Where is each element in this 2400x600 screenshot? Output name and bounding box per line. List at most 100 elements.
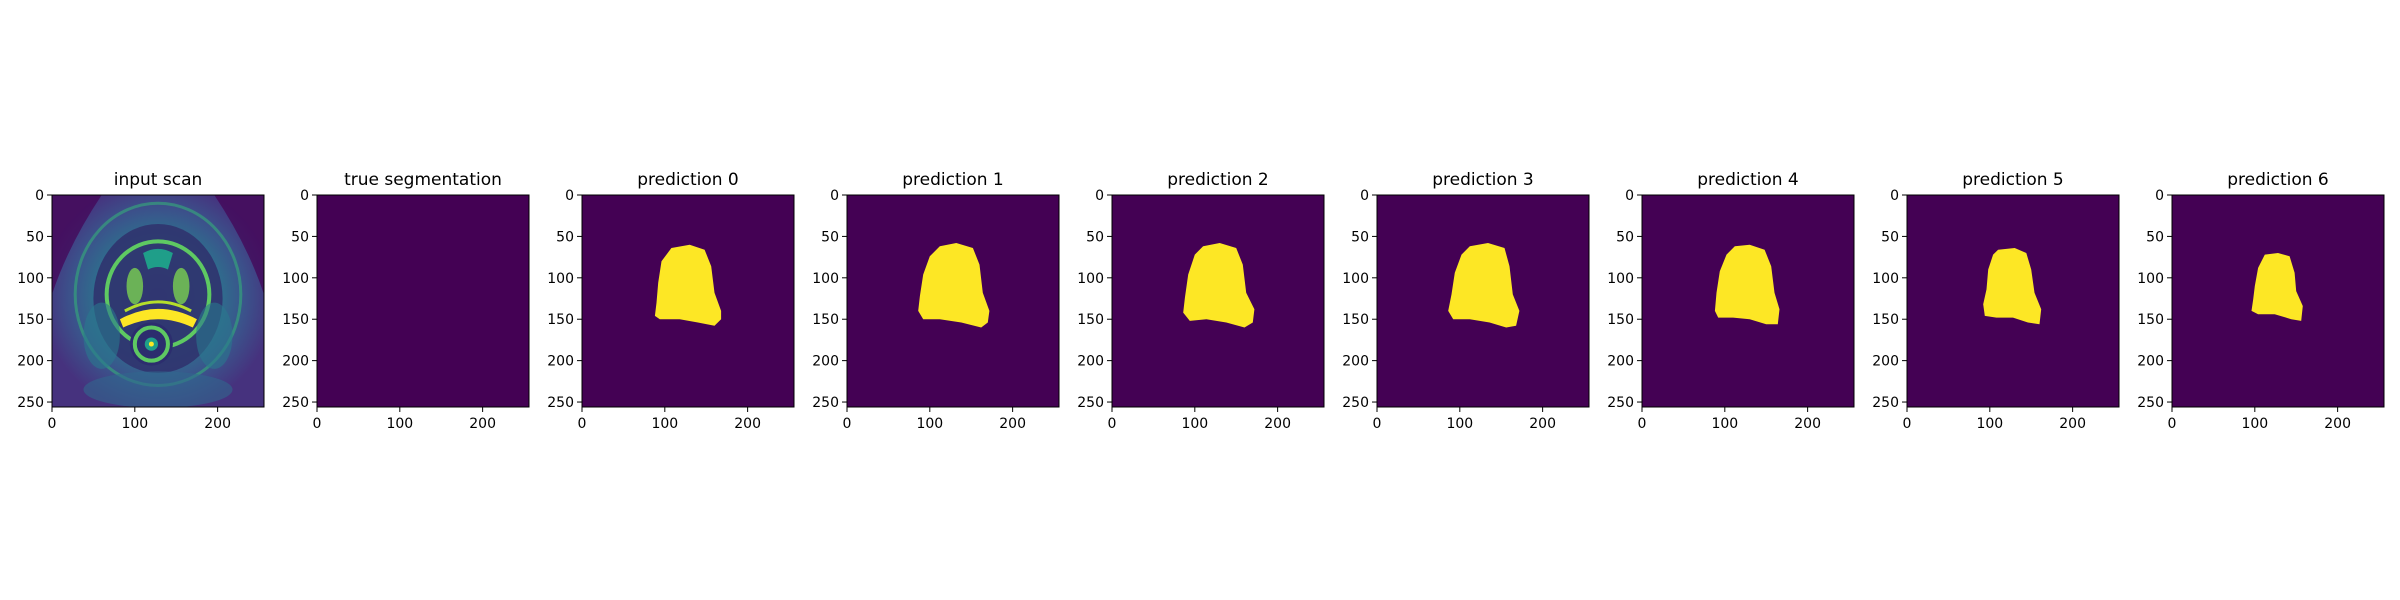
y-tick-label: 150: [17, 312, 44, 328]
x-tick-label: 200: [2324, 416, 2351, 432]
panel-0: input scan 0 100 200 0 50 100 150 200 250: [17, 170, 265, 432]
y-tick-label: 150: [812, 312, 839, 328]
y-tick-label: 250: [1342, 395, 1369, 411]
panel-3: prediction 1 0 100 200 0 50 100 150 200 250: [812, 170, 1060, 432]
y-tick-label: 250: [17, 395, 44, 411]
y-tick-label: 200: [1342, 354, 1369, 370]
y-tick-label: 50: [1086, 229, 1104, 245]
x-tick-label: 100: [1446, 416, 1473, 432]
y-tick-label: 0: [2155, 188, 2164, 204]
panel-4: prediction 2 0 100 200 0 50 100 150 200 250: [1077, 170, 1325, 432]
panel-title: input scan: [114, 170, 203, 190]
x-tick-label: 0: [1373, 416, 1382, 432]
y-tick-label: 100: [1607, 271, 1634, 287]
y-tick-label: 250: [1077, 395, 1104, 411]
x-tick-label: 100: [1976, 416, 2003, 432]
y-tick-label: 100: [2137, 271, 2164, 287]
y-tick-label: 200: [1872, 354, 1899, 370]
panel-7: prediction 5 0 100 200 0 50 100 150 200 250: [1872, 170, 2120, 432]
y-tick-label: 200: [17, 354, 44, 370]
mri-scan-image: [52, 195, 264, 407]
x-tick-label: 100: [121, 416, 148, 432]
y-tick-label: 0: [1890, 188, 1899, 204]
y-tick-label: 50: [2146, 229, 2164, 245]
y-tick-label: 50: [1616, 229, 1634, 245]
segmentation-mask: [918, 243, 990, 328]
y-tick-label: 0: [300, 188, 309, 204]
panel-2: prediction 0 0 100 200 0 50 100 150 200 250: [547, 170, 795, 432]
panel-title: prediction 5: [1962, 170, 2064, 190]
segmentation-mask: [1714, 244, 1780, 325]
y-tick-label: 200: [2137, 354, 2164, 370]
axes-frame: [846, 194, 1060, 408]
axes-frame: [2171, 194, 2385, 408]
y-tick-label: 0: [565, 188, 574, 204]
y-tick-label: 0: [1095, 188, 1104, 204]
y-tick-label: 150: [2137, 312, 2164, 328]
x-tick-label: 0: [1638, 416, 1647, 432]
panel-1: true segmentation 0 100 200 0 50 100 150 200 250: [282, 170, 530, 432]
panel-title: prediction 1: [902, 170, 1004, 190]
y-tick-label: 100: [17, 271, 44, 287]
x-tick-label: 200: [1529, 416, 1556, 432]
y-tick-label: 250: [2137, 395, 2164, 411]
y-tick-label: 200: [547, 354, 574, 370]
x-tick-label: 100: [916, 416, 943, 432]
y-tick-label: 250: [1607, 395, 1634, 411]
axes-frame: [1376, 194, 1590, 408]
panel-title: true segmentation: [344, 170, 502, 190]
segmentation-mask: [1183, 243, 1255, 328]
y-tick-label: 50: [291, 229, 309, 245]
y-tick-label: 200: [1077, 354, 1104, 370]
panel-title: prediction 6: [2227, 170, 2329, 190]
panel-title: prediction 0: [637, 170, 739, 190]
x-tick-label: 0: [1903, 416, 1912, 432]
y-tick-label: 150: [1607, 312, 1634, 328]
y-tick-label: 0: [35, 188, 44, 204]
y-tick-label: 250: [547, 395, 574, 411]
y-tick-label: 250: [1872, 395, 1899, 411]
y-tick-label: 0: [830, 188, 839, 204]
image-background: [317, 195, 529, 407]
x-tick-label: 0: [578, 416, 587, 432]
y-tick-label: 200: [1607, 354, 1634, 370]
y-tick-label: 250: [282, 395, 309, 411]
x-tick-label: 200: [999, 416, 1026, 432]
panel-title: prediction 2: [1167, 170, 1269, 190]
axes-frame: [316, 194, 530, 408]
x-tick-label: 0: [48, 416, 57, 432]
panel-title: prediction 3: [1432, 170, 1534, 190]
segmentation-mask: [2251, 253, 2303, 321]
y-tick-label: 100: [1872, 271, 1899, 287]
y-tick-label: 100: [282, 271, 309, 287]
y-tick-label: 50: [821, 229, 839, 245]
x-tick-label: 0: [313, 416, 322, 432]
segmentation-mask: [1983, 248, 2042, 325]
x-tick-label: 200: [1794, 416, 1821, 432]
x-tick-label: 100: [1711, 416, 1738, 432]
y-tick-label: 100: [1342, 271, 1369, 287]
x-tick-label: 200: [734, 416, 761, 432]
axes-frame: [51, 194, 265, 408]
y-tick-label: 200: [282, 354, 309, 370]
segmentation-mask: [654, 244, 722, 326]
x-tick-label: 100: [651, 416, 678, 432]
x-tick-label: 200: [204, 416, 231, 432]
axes-frame: [1111, 194, 1325, 408]
x-tick-label: 100: [2241, 416, 2268, 432]
y-tick-label: 150: [282, 312, 309, 328]
x-tick-label: 0: [1108, 416, 1117, 432]
panel-title: prediction 4: [1697, 170, 1799, 190]
x-tick-label: 0: [2168, 416, 2177, 432]
y-tick-label: 50: [1351, 229, 1369, 245]
axes-frame: [1641, 194, 1855, 408]
axes-frame: [1906, 194, 2120, 408]
y-tick-label: 100: [547, 271, 574, 287]
y-tick-label: 150: [1077, 312, 1104, 328]
y-tick-label: 100: [1077, 271, 1104, 287]
y-tick-label: 150: [547, 312, 574, 328]
x-tick-label: 100: [1181, 416, 1208, 432]
x-tick-label: 100: [386, 416, 413, 432]
y-tick-label: 150: [1872, 312, 1899, 328]
segmentation-mask: [1448, 243, 1520, 328]
